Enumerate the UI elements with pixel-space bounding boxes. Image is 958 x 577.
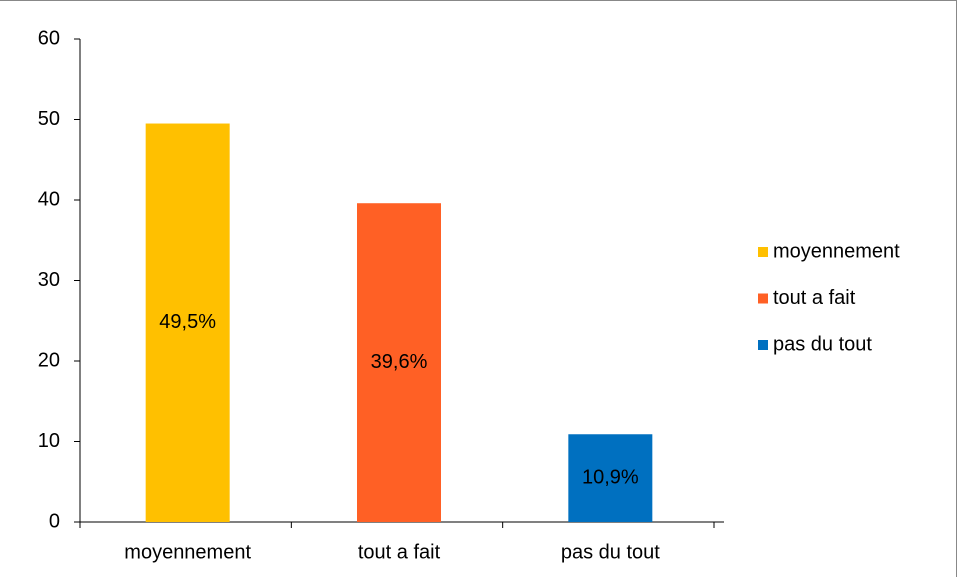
x-tick-label: moyennement <box>124 541 251 563</box>
legend-label: pas du tout <box>773 333 872 355</box>
y-tick-label: 60 <box>38 27 60 49</box>
y-tick-label: 10 <box>38 430 60 452</box>
y-tick-label: 40 <box>38 188 60 210</box>
legend-swatch <box>758 340 768 350</box>
legend-label: tout a fait <box>773 287 856 309</box>
bar <box>145 123 230 523</box>
x-tick-label: pas du tout <box>561 541 660 563</box>
bar <box>568 434 653 522</box>
y-tick-label: 0 <box>49 510 60 532</box>
legend-label: moyennement <box>773 240 900 262</box>
x-tick-label: tout a fait <box>358 541 441 563</box>
y-tick-label: 50 <box>38 108 60 130</box>
data-label: 49,5% <box>159 311 216 333</box>
legend-swatch <box>758 293 768 304</box>
data-label: 39,6% <box>371 351 428 373</box>
y-tick-label: 30 <box>38 269 60 291</box>
y-tick-label: 20 <box>38 349 60 371</box>
bar <box>357 203 441 522</box>
legend-swatch <box>758 247 768 257</box>
data-label: 10,9% <box>582 466 639 488</box>
